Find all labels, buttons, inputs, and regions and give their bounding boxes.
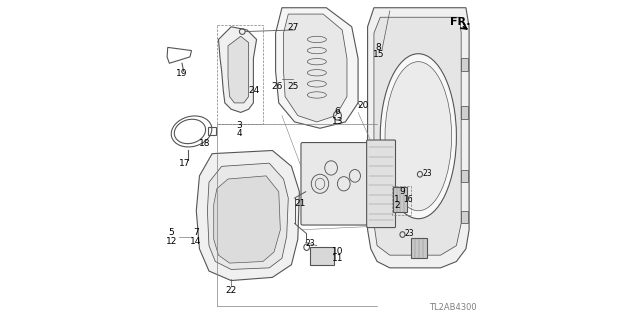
Text: 22: 22 (225, 285, 237, 295)
Polygon shape (167, 47, 191, 63)
Text: 21: 21 (294, 199, 305, 208)
Text: 12: 12 (166, 237, 177, 246)
Text: 3: 3 (236, 121, 242, 130)
Text: 18: 18 (198, 139, 210, 148)
Text: 23: 23 (422, 169, 432, 178)
Text: 24: 24 (248, 86, 260, 95)
Text: 1: 1 (394, 195, 399, 204)
Text: 19: 19 (175, 69, 187, 78)
Text: 23: 23 (306, 239, 316, 248)
Bar (209, 127, 216, 135)
Polygon shape (284, 14, 347, 122)
Text: 27: 27 (287, 23, 299, 32)
Text: 23: 23 (404, 229, 413, 238)
Bar (392, 186, 412, 215)
FancyBboxPatch shape (301, 142, 374, 225)
Text: 4: 4 (236, 129, 242, 138)
Bar (461, 59, 467, 71)
Text: 5: 5 (169, 228, 175, 237)
Text: 8: 8 (376, 43, 381, 52)
Polygon shape (207, 163, 288, 269)
Text: 11: 11 (332, 254, 344, 263)
Polygon shape (276, 8, 358, 128)
Bar (461, 211, 467, 223)
Text: 15: 15 (373, 50, 385, 59)
Text: 20: 20 (358, 101, 369, 110)
Bar (393, 187, 407, 212)
Ellipse shape (380, 54, 456, 219)
Bar (461, 106, 467, 119)
Polygon shape (218, 27, 257, 112)
Text: 10: 10 (332, 246, 344, 256)
Text: 9: 9 (399, 187, 404, 196)
Text: 6: 6 (335, 107, 340, 116)
Bar (310, 247, 334, 265)
Polygon shape (374, 17, 461, 255)
Text: 14: 14 (190, 237, 202, 246)
Bar (412, 238, 428, 258)
Text: 26: 26 (271, 82, 283, 91)
Text: 17: 17 (179, 159, 191, 168)
Ellipse shape (385, 62, 452, 211)
Text: 7: 7 (193, 228, 198, 237)
Bar (217, 25, 263, 124)
Polygon shape (228, 36, 248, 103)
Text: 2: 2 (394, 202, 399, 211)
Bar (461, 170, 467, 182)
Text: 16: 16 (403, 195, 413, 204)
FancyBboxPatch shape (367, 140, 396, 228)
Text: TL2AB4300: TL2AB4300 (429, 303, 477, 312)
Polygon shape (196, 150, 300, 281)
Text: 13: 13 (332, 117, 343, 126)
Text: 25: 25 (287, 82, 299, 91)
Polygon shape (214, 176, 280, 263)
Polygon shape (367, 8, 469, 268)
Text: FR.: FR. (450, 17, 470, 27)
